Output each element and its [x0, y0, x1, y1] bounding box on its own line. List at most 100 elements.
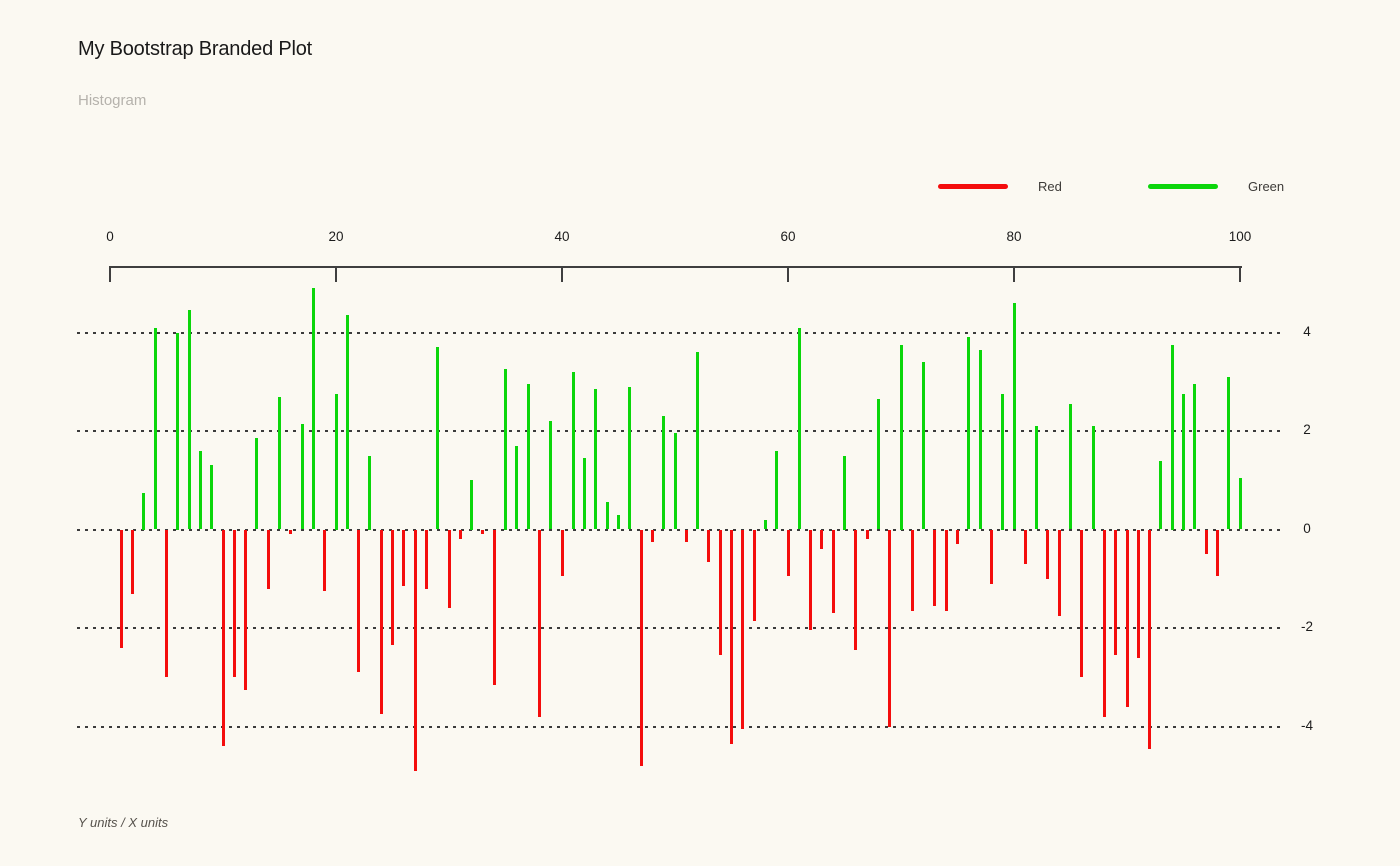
- stem-bar-negative: [1114, 529, 1118, 656]
- stem-bar-positive: [1170, 344, 1174, 530]
- stem-bar-positive: [470, 480, 474, 530]
- chart-title: My Bootstrap Branded Plot: [78, 38, 313, 60]
- stem-bar-negative: [650, 529, 654, 542]
- stem-bar-positive: [278, 396, 281, 530]
- stem-bar-negative: [266, 529, 270, 589]
- x-axis-tick-label: 20: [328, 229, 344, 244]
- stem-bar-negative: [323, 529, 327, 592]
- stem-bar-positive: [673, 433, 677, 530]
- stem-bar-negative: [424, 529, 428, 589]
- stem-bar-negative: [730, 529, 733, 744]
- stem-bar-negative: [560, 529, 564, 577]
- x-axis-tick: [787, 266, 789, 282]
- stem-bar-positive: [571, 371, 575, 530]
- stem-bar-positive: [142, 492, 146, 530]
- gridline: [77, 430, 1285, 432]
- stem-bar-negative: [1080, 529, 1084, 678]
- legend-label: Green: [1248, 178, 1285, 194]
- stem-bar-negative: [989, 529, 993, 584]
- stem-bar-negative: [492, 529, 496, 685]
- gridline: [77, 725, 1285, 728]
- legend-item-red: Red: [938, 178, 1062, 194]
- stem-bar-negative: [391, 529, 394, 646]
- stem-bar-negative: [1046, 529, 1050, 579]
- stem-bar-positive: [153, 327, 157, 530]
- x-axis-line: [110, 266, 1242, 268]
- x-axis-tick-label: 100: [1228, 229, 1252, 244]
- stem-bar-negative: [933, 529, 937, 606]
- stem-bar-positive: [504, 369, 507, 530]
- legend-item-green: Green: [1148, 178, 1285, 194]
- stem-bar-positive: [1091, 426, 1095, 530]
- stem-bar-negative: [165, 529, 168, 678]
- stem-bar-negative: [244, 529, 248, 690]
- x-axis-tick: [335, 266, 337, 282]
- stem-bar-positive: [978, 349, 982, 530]
- stem-bar-positive: [300, 423, 304, 530]
- stem-bar-negative: [289, 529, 293, 535]
- stem-bar-positive: [775, 450, 779, 530]
- stem-bar-positive: [922, 362, 926, 530]
- stem-bar-negative: [1125, 529, 1129, 707]
- y-axis-tick-label: 4: [1303, 323, 1311, 339]
- stem-bar-negative: [831, 529, 835, 614]
- stem-bar-negative: [888, 529, 892, 727]
- stem-bar-positive: [696, 352, 700, 530]
- stem-bar-positive: [311, 288, 315, 530]
- legend-label: Red: [1038, 178, 1062, 194]
- stem-bar-positive: [1001, 394, 1005, 530]
- stem-bar-positive: [334, 394, 338, 530]
- stem-bar-positive: [1069, 403, 1072, 530]
- stem-bar-negative: [458, 529, 462, 540]
- stem-bar-negative: [357, 529, 361, 673]
- legend-swatch-green: [1148, 183, 1218, 189]
- stem-bar-negative: [1023, 529, 1027, 564]
- gridline: [77, 331, 1285, 334]
- x-axis-tick: [1239, 266, 1241, 282]
- stem-bar-positive: [549, 421, 553, 530]
- stem-bar-negative: [752, 529, 756, 621]
- stem-bar-negative: [131, 529, 135, 594]
- gridline: [77, 528, 1285, 531]
- stem-bar-negative: [413, 529, 417, 771]
- stem-bar-positive: [1227, 376, 1231, 530]
- stem-bar-positive: [843, 455, 846, 530]
- stem-bar-negative: [809, 529, 813, 631]
- stem-bar-positive: [899, 344, 903, 530]
- y-axis-tick-label: -4: [1300, 717, 1313, 733]
- stem-bar-negative: [1057, 529, 1061, 616]
- stem-bar-positive: [1238, 477, 1242, 530]
- stem-bar-positive: [605, 502, 609, 530]
- stem-bar-negative: [1204, 529, 1208, 555]
- stem-bar-positive: [763, 519, 767, 530]
- stem-bar-negative: [1148, 529, 1152, 749]
- stem-bar-negative: [956, 529, 959, 545]
- stem-bar-negative: [865, 529, 869, 540]
- stem-bar-positive: [210, 465, 214, 530]
- stem-bar-negative: [707, 529, 711, 562]
- stem-bar-negative: [537, 529, 541, 717]
- x-axis-tick-label: 80: [1006, 229, 1022, 244]
- stem-bar-positive: [515, 445, 519, 530]
- stem-bar-positive: [583, 458, 587, 530]
- stem-bar-negative: [684, 529, 688, 542]
- legend-swatch-red: [938, 183, 1008, 189]
- y-axis-tick-label: 2: [1303, 422, 1311, 437]
- stem-bar-positive: [345, 315, 349, 530]
- stem-bar-negative: [1102, 529, 1106, 717]
- stem-bar-negative: [854, 529, 858, 651]
- y-axis-tick-label: -2: [1300, 619, 1313, 634]
- stem-bar-negative: [718, 529, 722, 656]
- stem-bar-positive: [797, 327, 801, 530]
- stem-bar-negative: [820, 529, 824, 550]
- stem-bar-positive: [176, 332, 180, 530]
- stem-bar-positive: [1035, 426, 1039, 530]
- stem-bar-positive: [1193, 384, 1197, 530]
- stem-bar-negative: [741, 529, 745, 729]
- y-axis-tick-label: 0: [1303, 520, 1311, 536]
- stem-bar-negative: [944, 529, 948, 611]
- x-axis-tick: [1013, 266, 1015, 282]
- stem-bar-positive: [967, 337, 971, 530]
- stem-bar-positive: [368, 455, 372, 530]
